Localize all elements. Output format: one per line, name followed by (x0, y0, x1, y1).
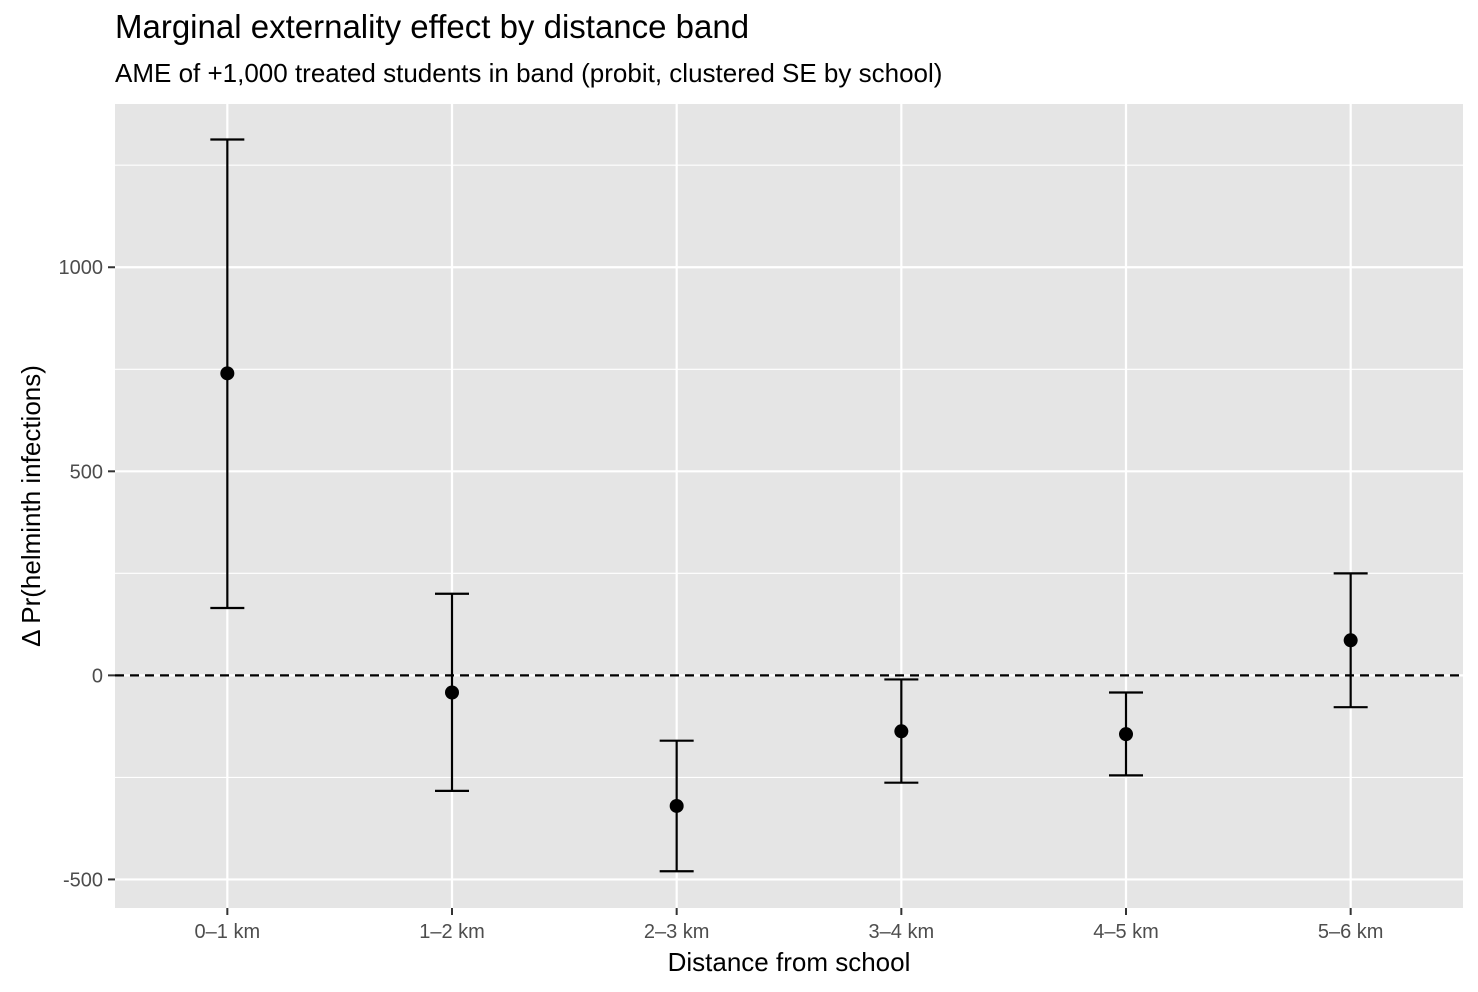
grid-minor (115, 164, 1463, 778)
grid-major (115, 104, 1463, 908)
y-tick-label: 1000 (59, 257, 104, 279)
x-tick-label: 4–5 km (1093, 921, 1159, 943)
x-tick-label: 1–2 km (419, 921, 485, 943)
plot-panel (115, 104, 1463, 908)
y-tick-label: 500 (70, 461, 103, 483)
x-tick-label: 0–1 km (195, 921, 261, 943)
x-axis-title: Distance from school (668, 947, 911, 977)
y-axis-title: Δ Pr(helminth infections) (16, 365, 46, 647)
estimate-point (1119, 727, 1133, 742)
estimate-point (669, 798, 684, 813)
x-tick-label: 3–4 km (869, 921, 935, 943)
estimate-point (894, 724, 909, 739)
estimate-point (445, 685, 459, 700)
chart-subtitle: AME of +1,000 treated students in band (… (115, 58, 943, 88)
x-tick-label: 2–3 km (644, 921, 710, 943)
y-axis: -500 0 500 1000 (59, 257, 115, 891)
x-axis: 0–1 km 1–2 km 2–3 km 3–4 km 4–5 km 5–6 km (195, 908, 1384, 943)
y-tick-label: 0 (92, 665, 103, 687)
estimate-point (220, 366, 235, 381)
estimate-point (1343, 633, 1358, 648)
chart-title: Marginal externality effect by distance … (115, 8, 750, 45)
x-tick-label: 5–6 km (1318, 921, 1384, 943)
y-tick-label: -500 (63, 869, 103, 891)
estimate-points (220, 366, 1358, 813)
